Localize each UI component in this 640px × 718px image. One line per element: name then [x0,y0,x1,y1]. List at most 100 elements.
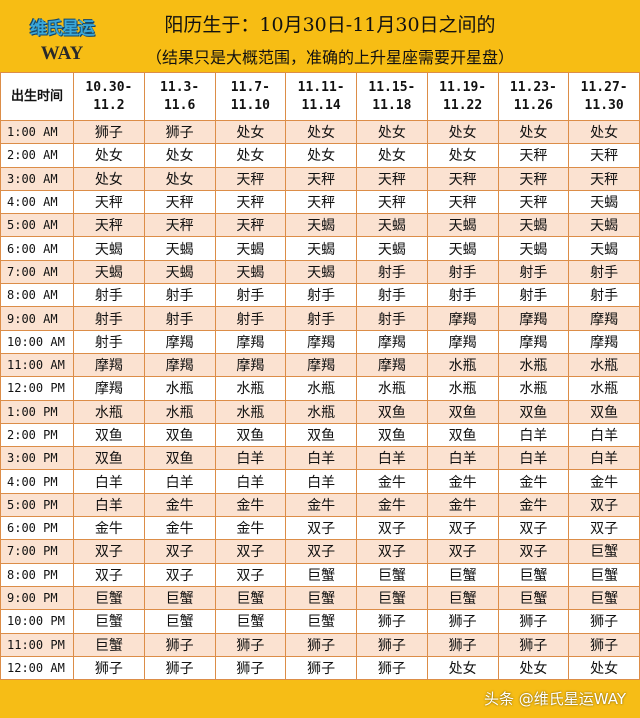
sign-cell: 金牛 [426,469,499,494]
table-row: 5:00 AM 天秤 天秤 天秤 天蝎 天蝎 天蝎 天蝎 天蝎 [0,213,640,238]
sign-cell: 双子 [568,516,640,541]
sign-cell: 巨蟹 [356,562,428,587]
table-row: 11:00 AM 摩羯 摩羯 摩羯 摩羯 摩羯 水瓶 水瓶 水瓶 [0,352,640,378]
sign-cell: 金牛 [214,516,287,541]
sign-cell: 金牛 [497,492,570,518]
birth-time-cell: 3:00 AM [0,166,74,191]
sign-cell: 水瓶 [285,399,357,424]
sign-cell: 巨蟹 [143,585,216,611]
sign-cell: 处女 [568,119,640,145]
rising-sign-table: 出生时间 10.30- 11.2 11.3- 11.6 11.7- 11.10 11.11-… [0,72,640,681]
sign-cell: 双子 [426,539,499,564]
sign-cell: 摩羯 [214,329,287,354]
sign-cell: 巨蟹 [285,562,357,587]
sign-cell: 射手 [426,283,499,308]
birth-time-cell: 12:00 AM [0,655,74,681]
sign-cell: 处女 [143,143,216,168]
sign-cell: 双子 [568,492,640,518]
sign-cell: 金牛 [356,492,428,518]
sign-cell: 狮子 [568,609,640,634]
date-range-line: 11.18 [372,97,412,113]
sign-cell: 处女 [214,143,287,168]
sign-cell: 双鱼 [285,422,357,448]
sign-cell: 摩羯 [285,352,357,378]
birth-time-cell: 3:00 PM [0,446,74,471]
sign-cell: 天蝎 [426,213,499,238]
sign-cell: 双子 [73,562,145,587]
page-subtitle: （结果只是大概范围，准确的上升星座需要开星盘） [145,48,514,67]
column-header-date-range: 11.7- 11.10 [214,72,287,121]
sign-cell: 狮子 [285,655,357,681]
sign-cell: 天蝎 [356,213,428,238]
sign-cell: 处女 [285,119,357,145]
sign-cell: 狮子 [356,609,428,634]
sign-cell: 白羊 [568,422,640,448]
date-range-line: 11.27- [580,79,628,95]
sign-cell: 处女 [426,119,499,145]
sign-cell: 天秤 [73,213,145,238]
sign-cell: 狮子 [356,632,428,657]
sign-cell: 双鱼 [568,399,640,424]
sign-cell: 水瓶 [143,376,216,401]
date-range-line: 11.2 [93,97,125,113]
sign-cell: 狮子 [497,609,570,634]
sign-cell: 白羊 [568,446,640,471]
sign-cell: 摩羯 [356,329,428,354]
sign-cell: 巨蟹 [73,632,145,657]
sign-cell: 处女 [73,143,145,168]
sign-cell: 巨蟹 [285,609,357,634]
date-range-line: 11.15- [368,79,416,95]
sign-cell: 巨蟹 [426,585,499,611]
sign-cell: 射手 [497,259,570,285]
date-range-line: 11.6 [163,97,196,113]
sign-cell: 处女 [356,119,428,145]
table-row: 4:00 PM 白羊 白羊 白羊 白羊 金牛 金牛 金牛 金牛 [0,469,640,494]
sign-cell: 摩羯 [426,306,499,331]
sign-cell: 天秤 [426,189,499,215]
sign-cell: 金牛 [285,492,357,518]
sign-cell: 天蝎 [143,259,216,285]
sign-cell: 白羊 [143,469,216,494]
sign-cell: 射手 [356,306,428,331]
sign-cell: 双子 [214,539,287,564]
sign-cell: 双子 [356,539,428,564]
table-row: 1:00 PM 水瓶 水瓶 水瓶 水瓶 双鱼 双鱼 双鱼 双鱼 [0,399,640,424]
sign-cell: 摩羯 [73,352,145,378]
sign-cell: 双子 [73,539,145,564]
sign-cell: 双子 [143,539,216,564]
sign-cell: 双子 [285,539,357,564]
sign-cell: 天蝎 [285,213,357,238]
date-range-line: 10.30- [85,79,133,95]
sign-cell: 天秤 [568,166,640,191]
date-range-line: 11.3- [160,79,200,95]
sign-cell: 射手 [143,283,216,308]
sign-cell: 白羊 [426,446,499,471]
sign-cell: 金牛 [143,492,216,518]
birth-time-cell: 11:00 AM [0,352,74,378]
table-row: 8:00 AM 射手 射手 射手 射手 射手 射手 射手 射手 [0,283,640,308]
table-row: 6:00 AM 天蝎 天蝎 天蝎 天蝎 天蝎 天蝎 天蝎 天蝎 [0,236,640,261]
sign-cell: 金牛 [497,469,570,494]
sign-cell: 双鱼 [73,446,145,471]
sign-cell: 天秤 [214,213,287,238]
date-range-line: 11.7- [230,79,270,95]
sign-cell: 巨蟹 [356,585,428,611]
sign-cell: 狮子 [285,632,357,657]
sign-cell: 射手 [143,306,216,331]
sign-cell: 天蝎 [214,259,287,285]
sign-cell: 白羊 [285,446,357,471]
sign-cell: 金牛 [356,469,428,494]
birth-time-cell: 6:00 AM [0,236,74,261]
table-header-row: 出生时间 10.30- 11.2 11.3- 11.6 11.7- 11.10 11.11-… [0,72,640,121]
sign-cell: 狮子 [143,655,216,681]
birth-time-cell: 4:00 AM [0,189,74,215]
sign-cell: 摩羯 [568,306,640,331]
sign-cell: 天蝎 [568,236,640,261]
sign-cell: 巨蟹 [497,585,570,611]
sign-cell: 巨蟹 [568,562,640,587]
sign-cell: 巨蟹 [73,585,145,611]
page-title: 阳历生于：10月30日-11月30日之间的 [164,14,496,36]
sign-cell: 天秤 [568,143,640,168]
column-header-date-range: 11.11- 11.14 [285,72,357,121]
birth-time-cell: 8:00 AM [0,283,74,308]
